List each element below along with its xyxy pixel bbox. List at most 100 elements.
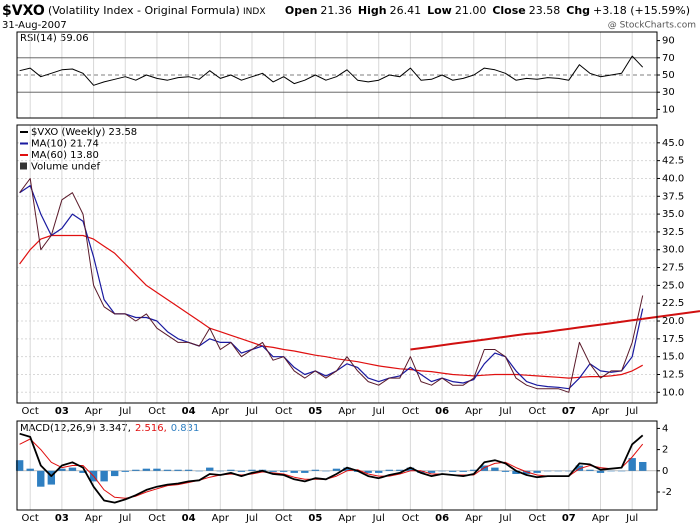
legend-label: MA(60) 13.80 [31,150,99,161]
macd-legend: MACD(12,26,9) 3.347, 2.516, 0.831 [20,423,199,434]
header: $VXO (Volatility Index - Original Formul… [2,3,266,19]
macd-legend-entry: 0.831 [171,423,200,434]
x-tick-label: Jul [498,513,511,524]
y-tick-label: 35.0 [662,209,684,220]
quote-label: Open [285,4,318,17]
quote-label: Close [492,4,525,17]
x-tick-label: Jul [498,406,511,417]
rsi-title: RSI(14) 59.06 [20,33,89,44]
x-tick-label: 07 [562,513,576,524]
legend-swatch [20,162,27,170]
quote-label: Chg [566,4,590,17]
quote-value: 26.41 [390,4,422,17]
histogram-bar [195,470,203,472]
date: 31-Aug-2007 [2,20,67,31]
histogram-bar [543,470,552,472]
macd-legend-entry: 2.516, [135,423,167,434]
histogram-bar [163,469,172,471]
y-tick-label: 2 [662,445,668,456]
histogram-bar [607,470,615,472]
histogram-bar [491,467,499,471]
histogram-bar [375,470,383,473]
histogram-bar [311,469,320,471]
x-tick-label: 07 [562,406,576,417]
x-tick-label: 03 [55,513,69,524]
y-tick-label: 50 [662,70,675,81]
histogram-bar [58,468,66,471]
x-tick-label: Apr [465,406,483,417]
y-tick-label: 15.0 [662,352,684,363]
x-tick-label: Oct [148,406,165,417]
y-tick-label: 22.5 [662,298,684,309]
symbol: $VXO [2,3,45,19]
y-tick-label: 0 [662,466,668,477]
x-tick-label: 03 [55,406,69,417]
histogram-bar [448,470,457,472]
y-tick-label: 10 [662,104,675,115]
panel-frame [16,31,658,119]
x-tick-label: Apr [85,406,103,417]
x-tick-label: Oct [22,513,39,524]
histogram-bar [396,469,404,471]
x-tick-label: Apr [592,406,610,417]
y-tick-label: 37.5 [662,191,684,202]
exchange: INDX [243,7,265,17]
histogram-bar [385,469,393,471]
histogram-bar [533,470,541,473]
histogram-bar [174,469,182,471]
y-tick-label: 90 [662,36,675,47]
histogram-bar [343,467,351,471]
x-tick-label: Apr [212,513,230,524]
x-tick-label: Apr [85,513,103,524]
x-tick-label: Apr [338,406,356,417]
price-line [19,234,643,379]
y-tick-label: -2 [662,487,672,498]
histogram-bar [79,470,87,473]
histogram-bar [427,470,436,473]
panel-frame [16,124,658,404]
histogram-bar [279,470,288,472]
x-tick-label: Jul [625,406,638,417]
x-tick-label: 06 [435,406,449,417]
y-tick-label: 12.5 [662,369,684,380]
histogram-bar [639,461,647,471]
y-tick-label: 30 [662,87,675,98]
histogram-bar [110,470,119,477]
x-tick-label: Apr [592,513,610,524]
rsi-line [19,55,644,86]
y-tick-label: 4 [662,423,668,434]
x-tick-label: Apr [465,513,483,524]
histogram-bar [565,470,573,472]
y-tick-label: 40.0 [662,173,684,184]
x-tick-label: Oct [275,406,292,417]
x-tick-label: Jul [118,513,131,524]
x-tick-label: Jul [118,406,131,417]
legend-label: $VXO (Weekly) 23.58 [31,127,137,138]
macd-line [19,432,644,504]
x-tick-label: Oct [148,513,165,524]
watermark: @ StockCharts.com [608,21,696,31]
x-tick-label: Apr [212,406,230,417]
histogram-bar [501,470,510,472]
macd-legend-entry: MACD(12,26,9) 3.347, [20,423,131,434]
y-tick-label: 17.5 [662,334,684,345]
histogram-bar [68,467,77,471]
x-tick-label: Apr [338,513,356,524]
histogram-bar [206,467,214,471]
histogram-bar [586,469,594,471]
x-tick-label: Oct [402,406,419,417]
legend-label: Volume undef [31,162,101,173]
y-tick-label: 70 [662,53,675,64]
histogram-bar [269,470,277,472]
histogram-bar [628,458,636,471]
y-tick-label: 27.5 [662,263,684,274]
histogram-bar [596,470,605,473]
x-tick-label: Jul [245,513,258,524]
histogram-bar [301,470,309,473]
histogram-bar [37,470,45,487]
histogram-bar [364,470,372,473]
y-tick-label: 42.5 [662,156,684,167]
histogram-bar [438,470,446,472]
x-tick-label: 06 [435,513,449,524]
quote: Open 21.36 High 26.41 Low 21.00 Close 23.58 Chg +… [285,4,690,17]
